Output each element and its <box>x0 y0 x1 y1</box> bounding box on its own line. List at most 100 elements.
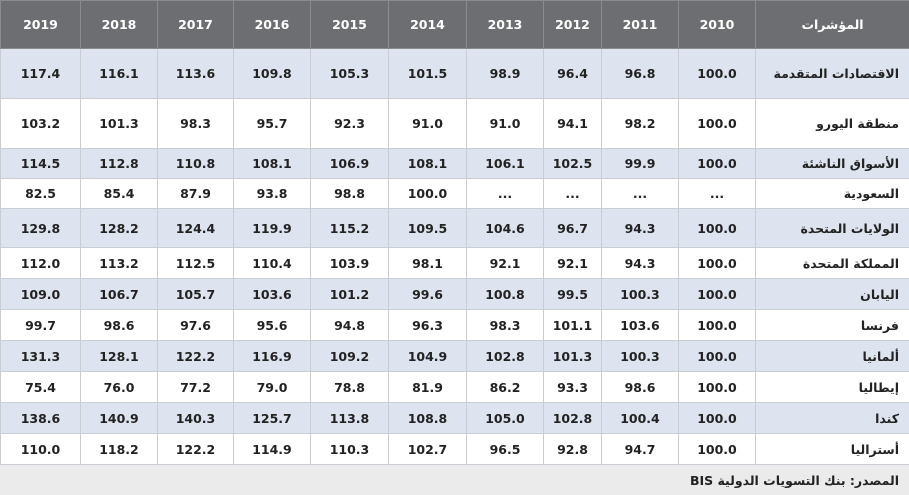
cell-value: 110.8 <box>157 148 234 179</box>
cell-value: 100.8 <box>466 278 544 310</box>
row-label: ألمانيا <box>755 340 909 372</box>
cell-value: 96.5 <box>466 433 544 465</box>
cell-value: 92.8 <box>543 433 602 465</box>
cell-value: 116.1 <box>80 48 158 99</box>
table-row: الولايات المتحدة 100.0 94.3 96.7 104.6 109.5 1… <box>0 208 909 248</box>
cell-value: 122.2 <box>157 340 234 372</box>
cell-value: 100.3 <box>601 278 679 310</box>
cell-value: 110.4 <box>233 247 311 279</box>
source-note: المصدر: بنك التسويات الدولية BIS <box>0 464 909 495</box>
cell-value: 115.2 <box>310 208 389 248</box>
cell-value: 106.1 <box>466 148 544 179</box>
cell-value: 82.5 <box>0 178 81 209</box>
cell-value: 95.7 <box>233 98 311 149</box>
cell-value: 100.0 <box>678 371 756 403</box>
cell-value: 85.4 <box>80 178 158 209</box>
cell-value: 102.5 <box>543 148 602 179</box>
cell-value: 110.3 <box>310 433 389 465</box>
cell-value: 102.8 <box>466 340 544 372</box>
cell-value: 94.1 <box>543 98 602 149</box>
row-label: الولايات المتحدة <box>755 208 909 248</box>
cell-value: 114.9 <box>233 433 311 465</box>
cell-value: 118.2 <box>80 433 158 465</box>
header-year: 2012 <box>543 0 602 49</box>
cell-value: 87.9 <box>157 178 234 209</box>
cell-value: 101.1 <box>543 309 602 341</box>
cell-value: ... <box>466 178 544 209</box>
header-year: 2019 <box>0 0 81 49</box>
data-table: المؤشرات 2010 2011 2012 2013 2014 2015 2016 2017… <box>0 0 909 465</box>
cell-value: 117.4 <box>0 48 81 99</box>
cell-value: 109.0 <box>0 278 81 310</box>
row-label: الاقتصادات المتقدمة <box>755 48 909 99</box>
table-row: أستراليا 100.0 94.7 92.8 96.5 102.7 110.3 114.9… <box>0 433 909 465</box>
header-year: 2011 <box>601 0 679 49</box>
cell-value: 78.8 <box>310 371 389 403</box>
table-row: الأسواق الناشئة 100.0 99.9 102.5 106.1 108.1 1… <box>0 148 909 179</box>
cell-value: 109.2 <box>310 340 389 372</box>
cell-value: 97.6 <box>157 309 234 341</box>
cell-value: 100.0 <box>678 402 756 434</box>
row-label: إيطاليا <box>755 371 909 403</box>
cell-value: 98.1 <box>388 247 467 279</box>
header-row: المؤشرات 2010 2011 2012 2013 2014 2015 2016 2017… <box>0 0 909 49</box>
cell-value: 101.3 <box>80 98 158 149</box>
cell-value: 98.6 <box>80 309 158 341</box>
cell-value: 94.7 <box>601 433 679 465</box>
cell-value: 112.0 <box>0 247 81 279</box>
table-row: المملكة المتحدة 100.0 94.3 92.1 92.1 98.1 103.… <box>0 247 909 279</box>
header-year: 2018 <box>80 0 158 49</box>
cell-value: 103.9 <box>310 247 389 279</box>
cell-value: 108.1 <box>388 148 467 179</box>
cell-value: 114.5 <box>0 148 81 179</box>
cell-value: 131.3 <box>0 340 81 372</box>
cell-value: 109.5 <box>388 208 467 248</box>
cell-value: 119.9 <box>233 208 311 248</box>
table-row: اليابان 100.0 100.3 99.5 100.8 99.6 101.2 103.6… <box>0 278 909 310</box>
cell-value: 138.6 <box>0 402 81 434</box>
cell-value: 103.6 <box>601 309 679 341</box>
cell-value: 91.0 <box>466 98 544 149</box>
header-year: 2016 <box>233 0 311 49</box>
cell-value: 100.0 <box>678 433 756 465</box>
header-year: 2017 <box>157 0 234 49</box>
cell-value: 125.7 <box>233 402 311 434</box>
cell-value: ... <box>678 178 756 209</box>
table-row: منطقة اليورو 100.0 98.2 94.1 91.0 91.0 92.3 95.… <box>0 98 909 149</box>
cell-value: 77.2 <box>157 371 234 403</box>
cell-value: 100.4 <box>601 402 679 434</box>
cell-value: 103.6 <box>233 278 311 310</box>
cell-value: 100.0 <box>678 48 756 99</box>
cell-value: 81.9 <box>388 371 467 403</box>
row-label: كندا <box>755 402 909 434</box>
cell-value: 101.5 <box>388 48 467 99</box>
cell-value: 98.3 <box>157 98 234 149</box>
cell-value: 92.1 <box>543 247 602 279</box>
cell-value: 112.5 <box>157 247 234 279</box>
cell-value: 79.0 <box>233 371 311 403</box>
cell-value: 101.2 <box>310 278 389 310</box>
header-year: 2010 <box>678 0 756 49</box>
cell-value: 96.7 <box>543 208 602 248</box>
cell-value: 93.3 <box>543 371 602 403</box>
cell-value: 76.0 <box>80 371 158 403</box>
row-label: منطقة اليورو <box>755 98 909 149</box>
cell-value: 105.0 <box>466 402 544 434</box>
cell-value: 100.3 <box>601 340 679 372</box>
cell-value: 101.3 <box>543 340 602 372</box>
cell-value: 99.7 <box>0 309 81 341</box>
row-label: الأسواق الناشئة <box>755 148 909 179</box>
cell-value: ... <box>543 178 602 209</box>
cell-value: 86.2 <box>466 371 544 403</box>
header-label: المؤشرات <box>755 0 909 49</box>
cell-value: 113.6 <box>157 48 234 99</box>
table-row: إيطاليا 100.0 98.6 93.3 86.2 81.9 78.8 79.0 77.2… <box>0 371 909 403</box>
cell-value: 102.7 <box>388 433 467 465</box>
cell-value: 108.8 <box>388 402 467 434</box>
table-body: الاقتصادات المتقدمة 100.0 96.8 96.4 98.9 101.… <box>0 48 909 465</box>
cell-value: 106.7 <box>80 278 158 310</box>
cell-value: 102.8 <box>543 402 602 434</box>
